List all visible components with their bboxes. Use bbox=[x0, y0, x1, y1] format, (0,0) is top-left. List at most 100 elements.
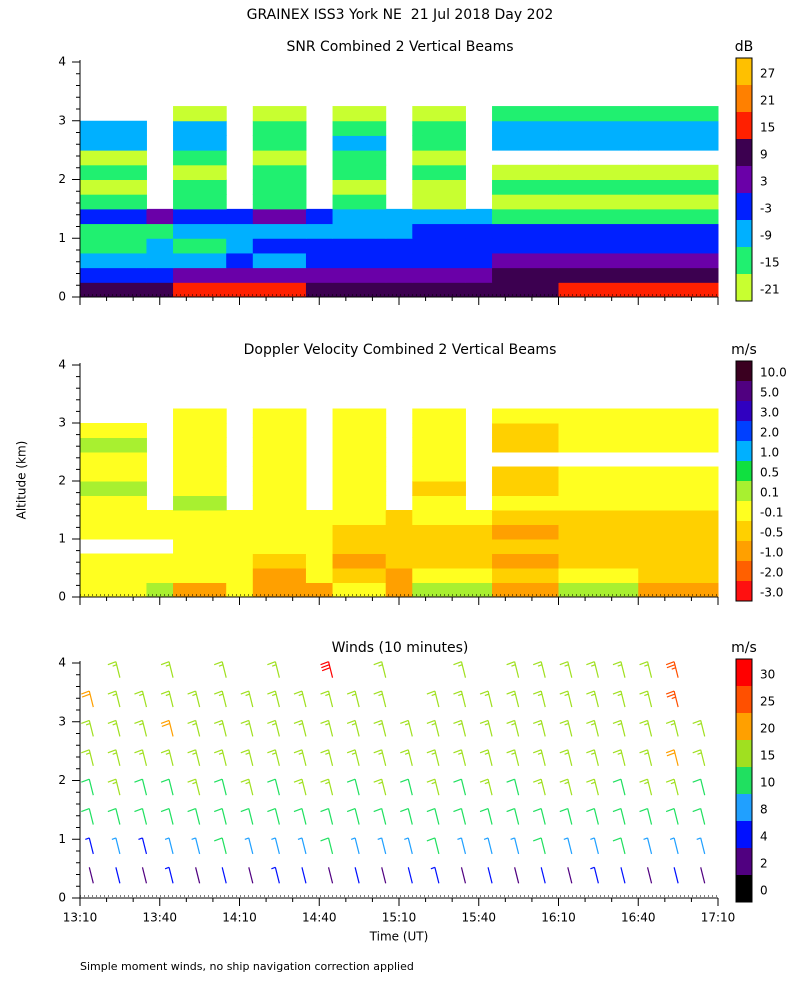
heatmap-cell bbox=[558, 106, 639, 122]
colorbar-swatch bbox=[736, 821, 752, 849]
x-tick-label: 15:40 bbox=[461, 911, 496, 925]
wind-barb bbox=[669, 837, 679, 855]
colorbar-swatch bbox=[736, 193, 752, 221]
wind-barb bbox=[373, 661, 387, 678]
heatmap-cell bbox=[412, 510, 466, 525]
heatmap-cell bbox=[173, 481, 227, 496]
wind-barb bbox=[586, 808, 599, 825]
heatmap-cell bbox=[80, 553, 147, 569]
heatmap-cell bbox=[492, 106, 559, 122]
wind-barb bbox=[381, 867, 387, 884]
colorbar-label: 9 bbox=[760, 148, 768, 162]
colorbar-swatch bbox=[736, 561, 752, 582]
colorbar-swatch bbox=[736, 481, 752, 502]
wind-barb bbox=[612, 808, 626, 825]
wind-barb bbox=[400, 808, 413, 825]
wind-barb bbox=[134, 719, 148, 737]
colorbar-label: 5.0 bbox=[760, 386, 779, 400]
heatmap-cell bbox=[226, 582, 254, 598]
heatmap-cell bbox=[558, 408, 639, 424]
heatmap-cell bbox=[226, 252, 254, 269]
heatmap-cell bbox=[80, 252, 147, 269]
wind-barb bbox=[479, 778, 493, 796]
heatmap-cell bbox=[492, 466, 559, 482]
heatmap-cell bbox=[558, 582, 639, 598]
heatmap-cell bbox=[173, 495, 227, 511]
colorbar-label: 3 bbox=[760, 175, 768, 189]
colorbar-label: -1.0 bbox=[760, 546, 783, 560]
heatmap-cell bbox=[252, 150, 307, 166]
wind-barb bbox=[354, 867, 360, 884]
wind-barb bbox=[213, 719, 227, 737]
heatmap-cell bbox=[412, 553, 466, 569]
heatmap-cell bbox=[80, 208, 147, 225]
wind-barb bbox=[81, 778, 94, 796]
heatmap-cell bbox=[173, 568, 227, 583]
wind-barb bbox=[479, 808, 493, 825]
wind-barb bbox=[612, 719, 626, 737]
colorbar-label: 25 bbox=[760, 695, 775, 709]
wind-barb bbox=[81, 749, 94, 766]
heatmap-cell bbox=[252, 539, 307, 554]
wind-barb bbox=[373, 690, 387, 708]
colorbar-swatch bbox=[736, 381, 752, 402]
wind-barb bbox=[88, 867, 94, 884]
wind-barb bbox=[293, 749, 307, 766]
heatmap-cell bbox=[492, 208, 559, 225]
heatmap-cell bbox=[332, 582, 387, 598]
heatmap-cell bbox=[492, 194, 559, 210]
heatmap-cell bbox=[252, 582, 307, 598]
heatmap-cell bbox=[492, 179, 559, 195]
heatmap-cell bbox=[146, 282, 174, 298]
wind-barb bbox=[267, 719, 280, 737]
heatmap-cell bbox=[558, 539, 639, 554]
colorbar-swatch bbox=[736, 581, 752, 602]
heatmap-cell bbox=[80, 179, 147, 195]
heatmap-cell bbox=[146, 223, 174, 239]
wind-barb bbox=[612, 837, 626, 855]
heatmap-cell bbox=[252, 452, 307, 467]
heatmap-cell bbox=[558, 120, 639, 136]
wind-barb bbox=[506, 749, 520, 766]
heatmap-cell bbox=[638, 179, 719, 195]
colorbar-swatch bbox=[736, 659, 752, 687]
heatmap-cell bbox=[332, 481, 387, 496]
heatmap-cell bbox=[80, 282, 147, 298]
heatmap-cell bbox=[492, 510, 559, 525]
heatmap-cell bbox=[558, 238, 639, 254]
y-tick-label: 2 bbox=[58, 773, 66, 787]
heatmap-cell bbox=[385, 553, 413, 569]
heatmap-cell bbox=[252, 208, 307, 225]
heatmap-cell bbox=[146, 252, 174, 269]
heatmap-cell bbox=[80, 510, 147, 525]
heatmap-cell bbox=[412, 481, 466, 496]
heatmap-cell bbox=[146, 524, 174, 540]
wind-barb bbox=[271, 866, 280, 884]
wind-barb bbox=[240, 719, 254, 737]
wind-barb bbox=[320, 749, 334, 766]
wind-barb bbox=[267, 661, 280, 678]
wind-barb bbox=[673, 867, 679, 884]
wind-barb bbox=[187, 719, 201, 737]
heatmap-cell bbox=[638, 267, 719, 283]
heatmap-cell bbox=[492, 539, 559, 554]
heatmap-cell bbox=[252, 106, 307, 122]
wind-barb bbox=[134, 749, 148, 766]
heatmap-cell bbox=[492, 164, 559, 180]
heatmap-cell bbox=[638, 437, 719, 453]
heatmap-cell bbox=[558, 194, 639, 210]
wind-barb bbox=[665, 808, 679, 825]
wind-barb bbox=[639, 661, 653, 678]
heatmap-cell bbox=[332, 437, 387, 453]
heatmap-cell bbox=[412, 252, 466, 269]
heatmap-cell bbox=[465, 282, 493, 298]
wind-barb bbox=[293, 690, 307, 708]
heatmap-cell bbox=[558, 524, 639, 540]
colorbar-label: 4 bbox=[760, 830, 768, 844]
colorbar-label: -3.0 bbox=[760, 586, 783, 600]
heatmap-cell bbox=[332, 106, 387, 122]
heatmap-cell bbox=[385, 568, 413, 583]
colorbar-label: 1.0 bbox=[760, 446, 779, 460]
wind-barb bbox=[506, 690, 520, 708]
heatmap-cell bbox=[226, 568, 254, 583]
